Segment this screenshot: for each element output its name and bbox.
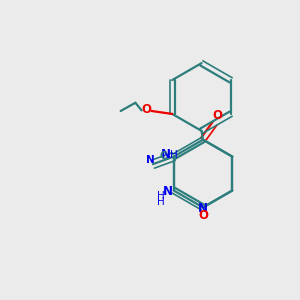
Text: O: O	[141, 103, 151, 116]
Text: N: N	[198, 202, 208, 215]
Text: H: H	[170, 150, 178, 160]
Text: C: C	[160, 151, 167, 161]
Text: H: H	[157, 197, 164, 207]
Text: N: N	[163, 185, 173, 199]
Text: N: N	[146, 155, 155, 165]
Text: O: O	[212, 109, 222, 122]
Text: O: O	[198, 209, 208, 222]
Text: N: N	[160, 148, 170, 161]
Text: H: H	[157, 191, 164, 201]
